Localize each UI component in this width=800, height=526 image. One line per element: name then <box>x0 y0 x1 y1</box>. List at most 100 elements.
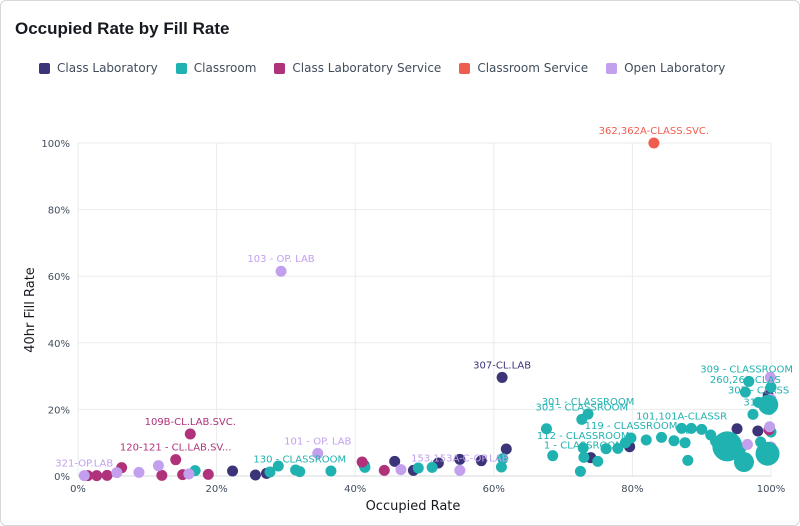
legend-swatch-icon <box>39 62 50 74</box>
data-point[interactable] <box>679 437 691 449</box>
data-point[interactable] <box>752 425 764 437</box>
legend-item-class-laboratory-service[interactable]: Class Laboratory Service <box>274 61 441 75</box>
data-point[interactable] <box>202 468 214 480</box>
data-label: 307 - CLASS <box>728 385 789 396</box>
x-axis-title: Occupied Rate <box>366 499 461 514</box>
data-point[interactable] <box>540 423 552 435</box>
data-point[interactable] <box>574 465 586 477</box>
data-point[interactable] <box>547 450 559 462</box>
data-label: 303 - CLASSROOM <box>535 402 628 413</box>
data-point[interactable] <box>312 447 324 459</box>
legend-label: Open Laboratory <box>624 61 726 75</box>
data-point[interactable] <box>378 464 390 476</box>
data-point[interactable] <box>133 466 145 478</box>
data-point[interactable] <box>619 437 631 449</box>
data-point[interactable] <box>497 453 509 465</box>
data-point[interactable] <box>152 460 164 472</box>
data-point[interactable] <box>640 434 652 446</box>
y-tick-label: 60% <box>48 272 70 283</box>
data-point[interactable] <box>755 441 780 466</box>
data-point[interactable] <box>656 431 668 443</box>
data-point[interactable] <box>101 469 113 481</box>
data-point[interactable] <box>156 469 168 481</box>
data-point[interactable] <box>264 466 276 478</box>
data-point[interactable] <box>612 442 624 454</box>
chart-legend: Class Laboratory Classroom Class Laborat… <box>39 61 743 75</box>
data-point[interactable] <box>739 386 751 398</box>
data-point[interactable] <box>395 464 407 476</box>
x-tick-label: 0% <box>70 484 86 495</box>
data-point[interactable] <box>275 265 287 277</box>
data-point[interactable] <box>184 428 196 440</box>
data-point[interactable] <box>676 422 688 434</box>
data-point[interactable] <box>475 455 487 467</box>
x-tick-label: 40% <box>344 484 366 495</box>
data-label: 101 - OP. LAB <box>284 436 351 447</box>
data-point[interactable] <box>696 423 708 435</box>
data-point[interactable] <box>78 470 90 482</box>
data-point[interactable] <box>592 455 604 467</box>
data-point[interactable] <box>743 375 755 387</box>
data-point[interactable] <box>500 443 512 455</box>
data-point[interactable] <box>249 469 261 481</box>
data-point[interactable] <box>764 371 776 383</box>
data-point[interactable] <box>668 435 680 447</box>
data-point[interactable] <box>712 431 743 462</box>
data-point[interactable] <box>764 421 776 433</box>
data-point[interactable] <box>600 443 612 455</box>
data-point[interactable] <box>733 452 754 473</box>
data-point[interactable] <box>389 455 401 467</box>
data-label: 1 - CLASSROOM <box>544 440 624 451</box>
data-point[interactable] <box>758 394 779 415</box>
data-point[interactable] <box>577 442 589 454</box>
data-point[interactable] <box>170 454 182 466</box>
data-point[interactable] <box>578 451 590 463</box>
legend-item-open-laboratory[interactable]: Open Laboratory <box>606 61 725 75</box>
data-point[interactable] <box>648 137 660 149</box>
data-point[interactable] <box>495 461 507 473</box>
data-label: 362,362A-CLASS.SVC. <box>599 126 709 137</box>
data-point[interactable] <box>685 422 697 434</box>
y-axis-title: 40hr Fill Rate <box>23 267 38 353</box>
data-point[interactable] <box>111 467 123 479</box>
data-label: 319 <box>743 397 762 408</box>
data-label: 309 - CLASSROOM <box>700 364 793 375</box>
legend-item-classroom[interactable]: Classroom <box>175 61 256 75</box>
data-point[interactable] <box>183 468 195 480</box>
data-point[interactable] <box>454 464 466 476</box>
data-point[interactable] <box>454 453 466 465</box>
data-points <box>78 137 780 482</box>
data-labels: 307-CL.LAB 309 - CLASSROOM260,260-CLAS307… <box>55 126 793 470</box>
data-point[interactable] <box>576 413 588 425</box>
y-tick-label: 20% <box>48 405 70 416</box>
data-point[interactable] <box>290 464 302 476</box>
y-tick-label: 40% <box>48 339 70 350</box>
data-point[interactable] <box>356 456 368 468</box>
data-point[interactable] <box>227 465 239 477</box>
legend-label: Class Laboratory <box>57 61 158 75</box>
data-point[interactable] <box>731 423 743 435</box>
data-point[interactable] <box>325 465 337 477</box>
data-label: 103 - OP. LAB <box>247 254 314 265</box>
legend-item-class-laboratory[interactable]: Class Laboratory <box>39 61 158 75</box>
y-axis-ticks: 0% 20% 40% 60% 80% 100% <box>41 139 70 483</box>
data-label: 321-OP.LAB <box>55 459 113 470</box>
data-point[interactable] <box>426 461 438 473</box>
data-point[interactable] <box>682 454 694 466</box>
data-point[interactable] <box>741 438 753 450</box>
y-tick-label: 80% <box>48 206 70 217</box>
data-point[interactable] <box>272 460 284 472</box>
data-label: 130 - CLASSROOM <box>253 455 346 466</box>
data-label: FL <box>679 426 691 437</box>
data-point[interactable] <box>91 470 103 482</box>
data-point[interactable] <box>765 381 777 393</box>
y-tick-label: 0% <box>54 472 70 483</box>
data-point[interactable] <box>496 371 508 383</box>
legend-item-classroom-service[interactable]: Classroom Service <box>459 61 588 75</box>
x-tick-label: 80% <box>621 484 643 495</box>
data-point[interactable] <box>412 462 424 474</box>
data-point[interactable] <box>747 408 759 420</box>
data-label: 112 - CLASSROOM <box>537 431 630 442</box>
